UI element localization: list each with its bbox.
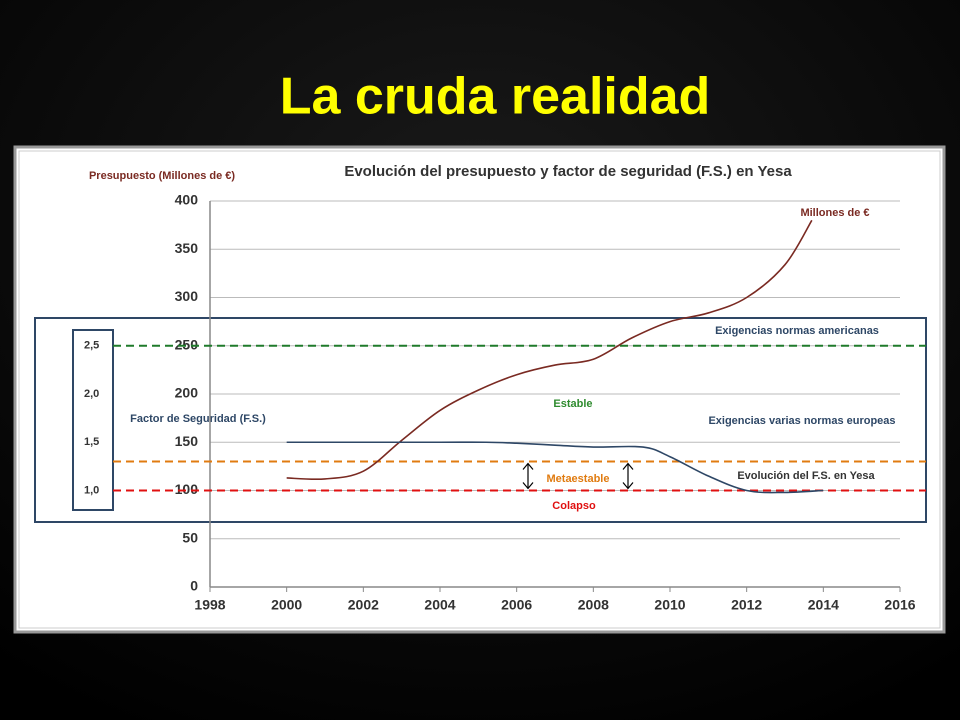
y-tick-label: 350: [175, 240, 199, 256]
chart-title: Evolución del presupuesto y factor de se…: [344, 163, 792, 180]
annotation: Metaestable: [547, 473, 610, 485]
y2-tick-label: 1,0: [84, 484, 99, 496]
series-line: [286, 219, 813, 481]
range-arrow-head: [522, 462, 534, 490]
annotation: Estable: [553, 398, 592, 410]
y-tick-label: 400: [175, 192, 199, 208]
series-label: Evolución del F.S. en Yesa: [737, 470, 875, 482]
series-label: Millones de €: [800, 207, 869, 219]
fs-axis-box: [72, 329, 114, 511]
x-tick-label: 2000: [271, 597, 302, 613]
y-tick-label: 150: [175, 433, 199, 449]
series-line: [286, 441, 824, 494]
y-tick-label: 50: [182, 529, 198, 545]
y-tick-label: 0: [190, 578, 198, 594]
y2-tick-label: 1,5: [84, 436, 99, 448]
range-arrow-head: [622, 462, 634, 490]
annotation: Exigencias varias normas europeas: [708, 415, 895, 427]
x-tick-label: 2016: [884, 597, 915, 613]
y-tick-label: 250: [175, 336, 199, 352]
chart-inner-frame: [18, 150, 941, 629]
reference-label: Colapso: [552, 500, 596, 512]
y-tick-label: 100: [175, 481, 199, 497]
y-axis-label: Presupuesto (Millones de €): [89, 170, 235, 182]
x-tick-label: 1998: [194, 597, 225, 613]
x-tick-label: 2002: [348, 597, 379, 613]
y2-tick-label: 2,0: [84, 388, 99, 400]
y2-axis-label: Factor de Seguridad (F.S.): [130, 413, 266, 425]
x-tick-label: 2008: [578, 597, 609, 613]
x-tick-label: 2004: [424, 597, 455, 613]
y-tick-label: 200: [175, 385, 199, 401]
x-tick-label: 2006: [501, 597, 532, 613]
x-tick-label: 2012: [731, 597, 762, 613]
y-tick-label: 300: [175, 288, 199, 304]
slide-title: La cruda realidad: [280, 68, 711, 126]
x-tick-label: 2010: [654, 597, 685, 613]
reference-label: Exigencias normas americanas: [715, 325, 879, 337]
x-tick-label: 2014: [808, 597, 839, 613]
y2-tick-label: 2,5: [84, 340, 99, 352]
fs-box: [34, 317, 927, 523]
